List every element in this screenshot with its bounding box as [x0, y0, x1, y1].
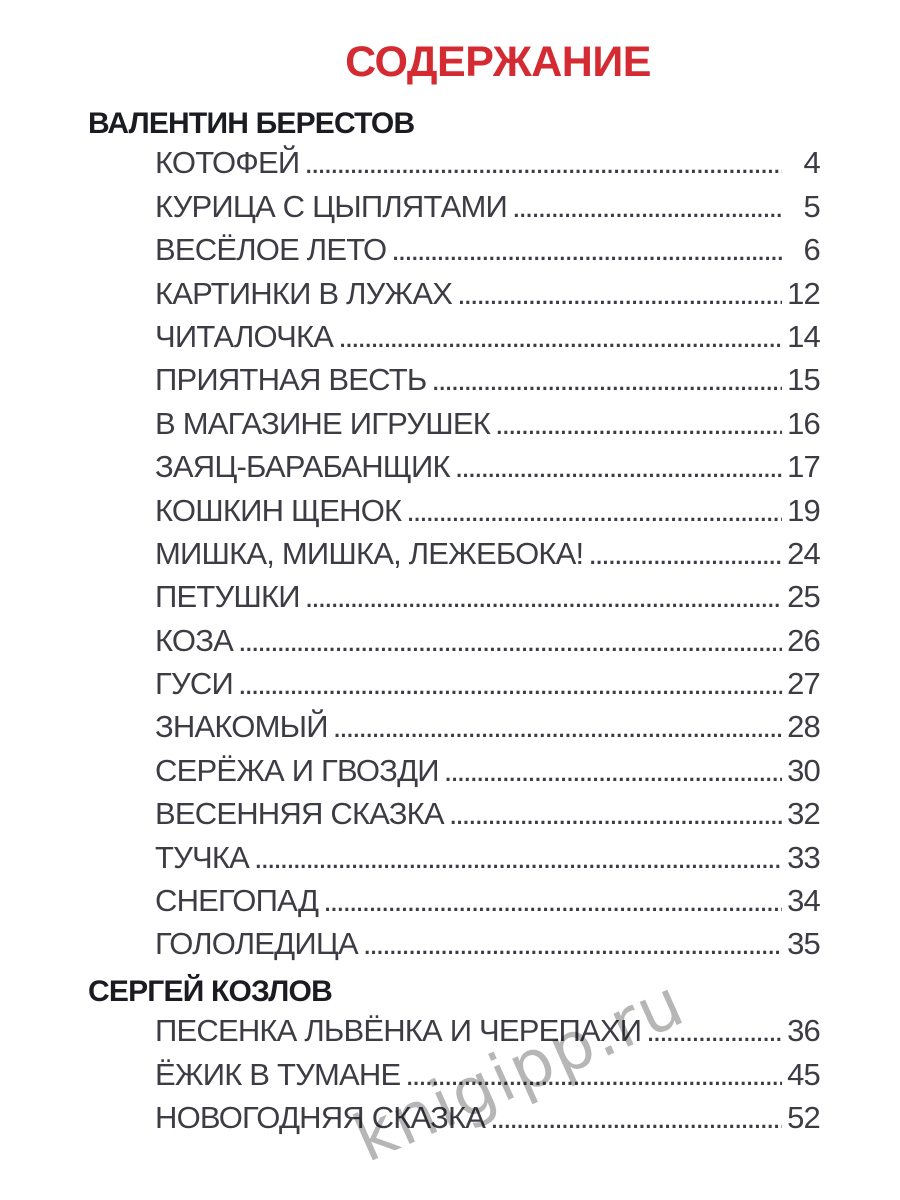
- toc-entry-row: КОТОФЕЙ 4: [88, 145, 821, 188]
- toc-entry-page-number: 24: [787, 535, 821, 571]
- toc-entry-page-number: 5: [803, 188, 821, 224]
- dot-leader: [323, 883, 782, 919]
- toc-entry-row: ВЕСЕННЯЯ СКАЗКА 32: [88, 796, 821, 839]
- dot-leader: [431, 362, 782, 398]
- toc-entry-title: СЕРЁЖА И ГВОЗДИ: [155, 752, 440, 788]
- toc-entry-page-number: 25: [787, 579, 821, 615]
- toc-entry-title: КУРИЦА С ЦЫПЛЯТАМИ: [155, 188, 508, 224]
- dot-leader: [495, 406, 782, 442]
- toc-entry-row: ЧИТАЛОЧКА 14: [88, 318, 821, 362]
- toc-entry-page-number: 6: [803, 232, 821, 268]
- toc-entry-page-number: 34: [787, 883, 821, 919]
- toc-entry-row: КОЗА 26: [88, 622, 821, 666]
- dot-leader: [305, 579, 782, 615]
- toc-entry-row: НОВОГОДНЯЯ СКАЗКА 52: [88, 1099, 821, 1143]
- toc-entry-title: ГОЛОЛЕДИЦА: [155, 926, 359, 962]
- toc-entry-page-number: 19: [787, 492, 821, 528]
- toc-entry-title: КОТОФЕЙ: [155, 145, 300, 181]
- dot-leader: [333, 709, 782, 745]
- toc-entry-title: В МАГАЗИНЕ ИГРУШЕК: [155, 405, 491, 441]
- dot-leader: [444, 753, 782, 789]
- dot-leader: [238, 623, 782, 659]
- dot-leader: [406, 493, 782, 529]
- toc-entry-row: ГОЛОЛЕДИЦА 35: [88, 926, 821, 969]
- dot-leader: [646, 1013, 782, 1049]
- dot-leader: [457, 276, 782, 312]
- toc-entry-page-number: 26: [787, 622, 821, 658]
- toc-entry-title: ВЕСЁЛОЕ ЛЕТО: [155, 232, 387, 268]
- dot-leader: [363, 926, 782, 962]
- toc-entry-row: КАРТИНКИ В ЛУЖАХ 12: [88, 275, 821, 319]
- toc-entry-row: КУРИЦА С ЦЫПЛЯТАМИ 5: [88, 188, 821, 232]
- toc-entry-title: ЗАЯЦ-БАРАБАНЩИК: [155, 449, 451, 485]
- toc-entry-page-number: 45: [787, 1056, 821, 1092]
- toc-entry-page-number: 12: [787, 275, 821, 311]
- dot-leader: [512, 189, 782, 225]
- toc-section-author: СЕРГЕЙ КОЗЛОВ: [88, 974, 333, 1008]
- dot-leader: [391, 232, 782, 268]
- dot-leader: [449, 796, 782, 832]
- toc-entry-row: ВЕСЁЛОЕ ЛЕТО 6: [88, 232, 821, 275]
- toc-entry-row: ПРИЯТНАЯ ВЕСТЬ 15: [88, 362, 821, 405]
- toc-section-author: ВАЛЕНТИН БЕРЕСТОВ: [88, 106, 415, 140]
- toc-entry-title: КОЗА: [155, 622, 234, 658]
- toc-entry-row: ЗАЯЦ-БАРАБАНЩИК 17: [88, 449, 821, 492]
- toc-entry-title: ПЕТУШКИ: [155, 579, 301, 615]
- toc-entry-title: НОВОГОДНЯЯ СКАЗКА: [155, 1099, 486, 1135]
- dot-leader: [588, 536, 782, 572]
- toc-entry-page-number: 16: [787, 405, 821, 441]
- toc-entry-title: ЁЖИК В ТУМАНЕ: [155, 1056, 401, 1092]
- toc-entry-row: ЁЖИК В ТУМАНЕ 45: [88, 1056, 821, 1100]
- toc-entry-row: КОШКИН ЩЕНОК 19: [88, 492, 821, 536]
- toc-entry-page-number: 17: [787, 449, 821, 485]
- toc-entry-row: МИШКА, МИШКА, ЛЕЖЕБОКА! 24: [88, 535, 821, 579]
- dot-leader: [254, 840, 782, 876]
- toc-entry-row: В МАГАЗИНЕ ИГРУШЕК 16: [88, 405, 821, 449]
- page-title: СОДЕРЖАНИЕ: [345, 38, 651, 86]
- toc-entry-page-number: 27: [787, 666, 821, 702]
- toc-entry-title: СНЕГОПАД: [155, 883, 319, 919]
- dot-leader: [455, 449, 782, 485]
- toc-entry-title: ПЕСЕНКА ЛЬВЁНКА И ЧЕРЕПАХИ: [155, 1013, 642, 1049]
- toc-entry-row: СНЕГОПАД 34: [88, 883, 821, 926]
- toc-entry-page-number: 32: [787, 796, 821, 832]
- toc-entry-page-number: 30: [787, 752, 821, 788]
- toc-entry-page-number: 4: [803, 145, 821, 181]
- toc-entry-title: КОШКИН ЩЕНОК: [155, 492, 402, 528]
- dot-leader: [490, 1100, 782, 1136]
- toc-entry-title: ЗНАКОМЫЙ: [155, 709, 329, 745]
- toc-entry-page-number: 36: [787, 1013, 821, 1049]
- toc-entry-title: ГУСИ: [155, 666, 234, 702]
- toc-entry-page-number: 14: [787, 318, 821, 354]
- toc-entry-row: СЕРЁЖА И ГВОЗДИ 30: [88, 752, 821, 796]
- toc-entry-row: ЗНАКОМЫЙ 28: [88, 709, 821, 752]
- dot-leader: [338, 319, 782, 355]
- toc-entry-row: ПЕСЕНКА ЛЬВЁНКА И ЧЕРЕПАХИ 36: [88, 1013, 821, 1056]
- toc-entry-title: ЧИТАЛОЧКА: [155, 318, 334, 354]
- toc-entry-page-number: 35: [787, 926, 821, 962]
- toc-entry-title: МИШКА, МИШКА, ЛЕЖЕБОКА!: [155, 535, 584, 571]
- toc-entry-page-number: 15: [787, 362, 821, 398]
- toc-entry-row: ГУСИ 27: [88, 666, 821, 709]
- toc-entry-page-number: 33: [787, 839, 821, 875]
- dot-leader: [238, 666, 782, 702]
- toc-entry-title: ТУЧКА: [155, 839, 250, 875]
- toc: ВАЛЕНТИН БЕРЕСТОВ КОТОФЕЙ 4 КУРИЦА С ЦЫП…: [0, 102, 900, 1143]
- toc-entry-row: ТУЧКА 33: [88, 839, 821, 883]
- toc-entry-row: ПЕТУШКИ 25: [88, 579, 821, 622]
- toc-entry-title: ПРИЯТНАЯ ВЕСТЬ: [155, 362, 427, 398]
- dot-leader: [405, 1057, 782, 1093]
- toc-entry-page-number: 28: [787, 709, 821, 745]
- toc-entry-title: ВЕСЕННЯЯ СКАЗКА: [155, 796, 445, 832]
- toc-entry-title: КАРТИНКИ В ЛУЖАХ: [155, 275, 453, 311]
- dot-leader: [304, 145, 782, 181]
- toc-entry-page-number: 52: [787, 1099, 821, 1135]
